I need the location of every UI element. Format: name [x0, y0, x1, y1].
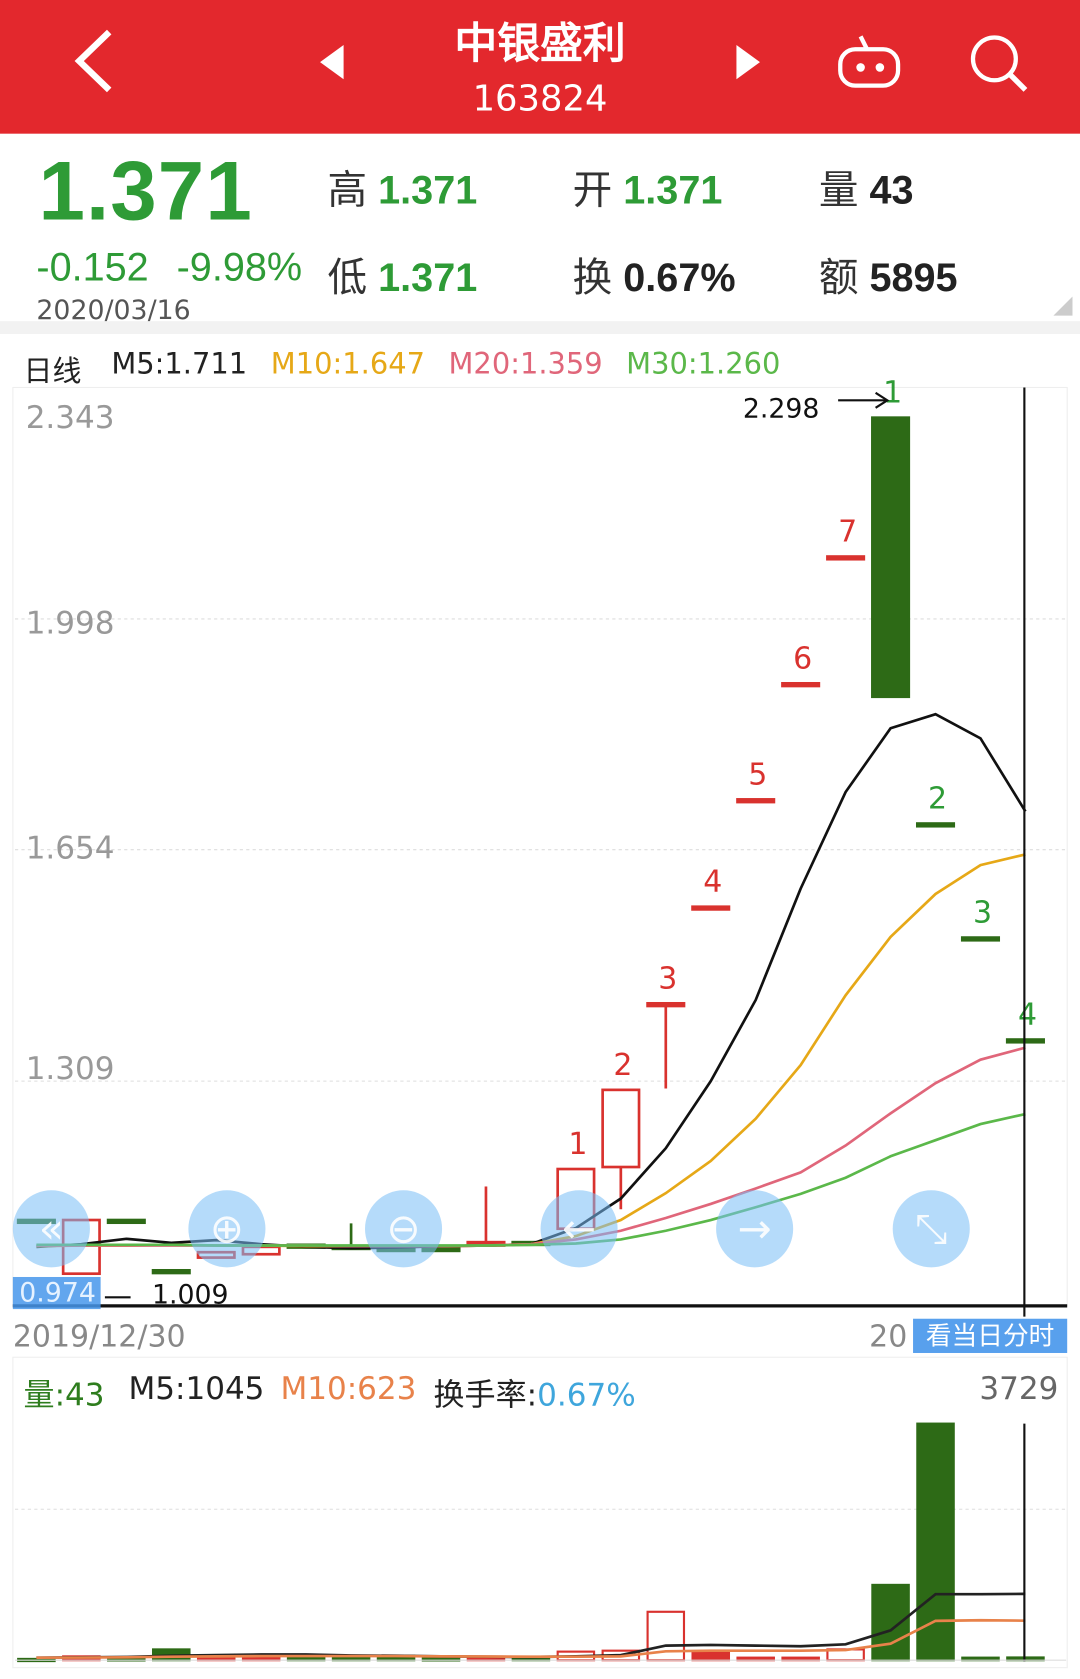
cursor-price-badge: 0.974	[12, 1276, 101, 1310]
open-value: 1.371	[623, 168, 723, 212]
candle-body	[826, 555, 866, 561]
start-date-label: 2019/12/30	[13, 1320, 186, 1355]
candle-label: 1	[883, 376, 902, 411]
quote-date: 2020/03/16	[36, 294, 191, 326]
volume-bar	[871, 1583, 910, 1662]
ma-line-m30	[36, 1112, 1026, 1247]
candle-body	[691, 905, 731, 911]
amount-value: 5895	[869, 255, 958, 300]
quote-panel: 1.371 -0.152 -9.98% 2020/03/16 高 1.371 低…	[0, 133, 1080, 325]
volume-frame	[12, 1356, 1068, 1669]
divider	[0, 321, 1080, 334]
stock-name: 中银盛利	[454, 19, 626, 69]
candle-label: 3	[973, 896, 992, 931]
candle-body	[601, 1088, 641, 1169]
volume-m10-line	[36, 1618, 1026, 1659]
previous-stock-icon[interactable]	[316, 43, 348, 82]
zoom-out-icon: ⊖	[386, 1205, 421, 1253]
next-stock-icon[interactable]	[732, 43, 764, 82]
back-icon[interactable]	[64, 24, 128, 99]
candle-body	[646, 1001, 686, 1008]
price-axis-label: 1.654	[26, 830, 115, 866]
arrow-left-icon: ←	[562, 1205, 597, 1253]
candle-label: 4	[703, 865, 722, 900]
price-change: -0.152	[36, 245, 149, 290]
turnover-rate-label: 换手率:	[433, 1376, 538, 1413]
ma30-legend: M30:1.260	[626, 347, 781, 382]
candle-label: 3	[658, 961, 677, 996]
candle-body	[151, 1268, 191, 1275]
candle-label: 1	[568, 1127, 587, 1162]
intraday-button[interactable]: 看当日分时	[913, 1318, 1068, 1353]
price-change-pct: -9.98%	[176, 245, 303, 290]
stock-code: 163824	[472, 77, 608, 119]
max-arrow-icon	[838, 391, 890, 409]
last-price: 1.371	[38, 143, 253, 238]
volume-bar	[916, 1422, 955, 1662]
min-price-label: 1.009	[152, 1280, 229, 1311]
zoom-in-icon: ⊕	[209, 1205, 244, 1253]
candle-body	[781, 681, 821, 688]
candle-body	[960, 936, 1001, 942]
vol-max-label: 3729	[979, 1370, 1059, 1407]
volume-label: 量	[818, 168, 859, 212]
vol-legend: 量:43	[23, 1376, 105, 1413]
turnover-label: 换	[572, 255, 613, 300]
robot-icon[interactable]	[835, 32, 906, 92]
vol-m5-legend: M5:1045	[128, 1370, 265, 1407]
ma5-legend: M5:1.711	[111, 347, 248, 382]
scroll-to-start-button[interactable]: «	[12, 1190, 90, 1268]
volume-bar	[691, 1651, 731, 1662]
ma-line-m5	[36, 712, 1027, 1250]
top-bar: 中银盛利 163824	[0, 0, 1080, 134]
ma-line-m20	[36, 1046, 1026, 1248]
candle-body	[915, 822, 956, 828]
double-left-icon: «	[38, 1205, 64, 1253]
open-label: 开	[572, 168, 613, 212]
turnover-value: 0.67%	[623, 255, 736, 300]
candle-label: 6	[793, 641, 812, 676]
candle-body	[736, 798, 776, 804]
price-axis-label: 2.343	[26, 400, 115, 436]
vol-m10-legend: M10:623	[280, 1370, 417, 1407]
max-price-label: 2.298	[743, 393, 820, 424]
candle-label: 5	[748, 757, 767, 792]
ma10-legend: M10:1.647	[270, 347, 425, 382]
zoom-in-button[interactable]: ⊕	[188, 1190, 266, 1268]
expand-icon: ⤡	[914, 1204, 948, 1252]
candle-label: 2	[613, 1048, 632, 1083]
ma-line-m10	[36, 853, 1026, 1248]
scroll-left-button[interactable]: ←	[540, 1190, 618, 1268]
low-label: 低	[327, 255, 368, 300]
zoom-out-button[interactable]: ⊖	[365, 1190, 443, 1268]
candle-label: 2	[928, 782, 947, 817]
amount-label: 额	[818, 255, 859, 300]
high-value: 1.371	[378, 168, 478, 212]
scroll-right-button[interactable]: →	[716, 1190, 794, 1268]
fullscreen-button[interactable]: ⤡	[892, 1190, 970, 1268]
expand-corner-icon[interactable]	[1053, 296, 1073, 316]
candle-body	[1005, 1038, 1045, 1044]
arrow-right-icon: →	[737, 1205, 772, 1253]
period-label: 日线	[23, 355, 82, 389]
turnover-rate-value: 0.67%	[537, 1376, 636, 1413]
low-value: 1.371	[378, 255, 478, 300]
candle-body	[106, 1218, 146, 1225]
volume-value: 43	[869, 168, 914, 212]
price-axis-label: 1.309	[26, 1051, 115, 1087]
candle-label: 4	[1018, 998, 1037, 1033]
end-date-label: 20	[869, 1320, 907, 1355]
candle-label: 7	[838, 515, 857, 550]
search-icon[interactable]	[966, 30, 1032, 96]
ma20-legend: M20:1.359	[448, 347, 603, 382]
high-label: 高	[327, 168, 368, 212]
price-axis-label: 1.998	[26, 606, 115, 642]
candle-body	[871, 416, 911, 699]
